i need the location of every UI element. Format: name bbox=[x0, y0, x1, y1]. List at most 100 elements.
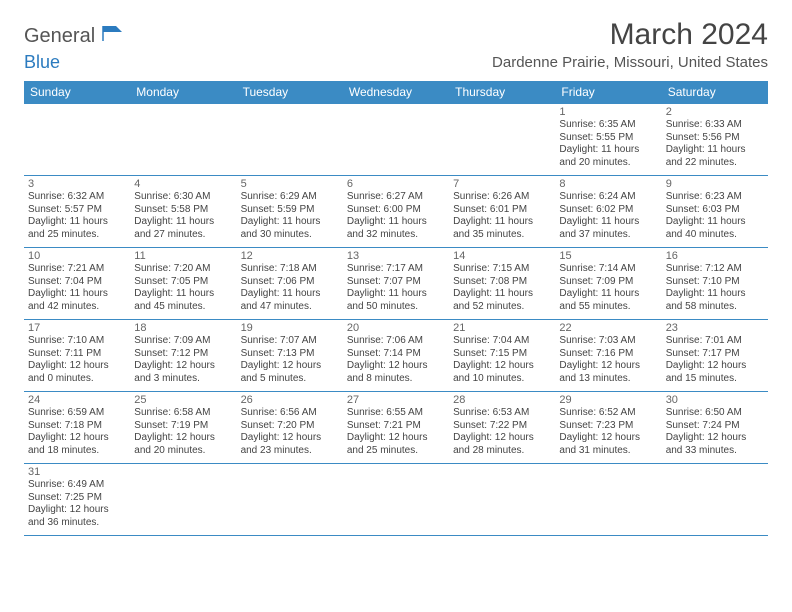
day-detail: Sunrise: 7:12 AM bbox=[666, 263, 764, 276]
day-detail: Daylight: 11 hours bbox=[347, 288, 445, 301]
day-detail: and 10 minutes. bbox=[453, 373, 551, 386]
day-number: 5 bbox=[241, 178, 339, 190]
day-detail: Sunset: 7:24 PM bbox=[666, 420, 764, 433]
logo-text-blue: Blue bbox=[24, 52, 124, 73]
day-number: 4 bbox=[134, 178, 232, 190]
calendar-cell bbox=[24, 104, 130, 176]
day-detail: and 32 minutes. bbox=[347, 229, 445, 242]
day-detail: Sunset: 7:17 PM bbox=[666, 348, 764, 361]
day-detail: Daylight: 12 hours bbox=[347, 432, 445, 445]
calendar-cell: 24Sunrise: 6:59 AMSunset: 7:18 PMDayligh… bbox=[24, 392, 130, 464]
day-detail: Sunrise: 6:29 AM bbox=[241, 191, 339, 204]
day-number: 22 bbox=[559, 322, 657, 334]
day-detail: Daylight: 11 hours bbox=[453, 288, 551, 301]
day-detail: Daylight: 12 hours bbox=[28, 432, 126, 445]
day-detail: and 25 minutes. bbox=[28, 229, 126, 242]
day-number: 26 bbox=[241, 394, 339, 406]
calendar-cell: 28Sunrise: 6:53 AMSunset: 7:22 PMDayligh… bbox=[449, 392, 555, 464]
day-number: 9 bbox=[666, 178, 764, 190]
day-detail: Sunrise: 6:23 AM bbox=[666, 191, 764, 204]
calendar-table: SundayMondayTuesdayWednesdayThursdayFrid… bbox=[24, 81, 768, 536]
day-number: 28 bbox=[453, 394, 551, 406]
day-number: 6 bbox=[347, 178, 445, 190]
day-detail: Daylight: 12 hours bbox=[453, 432, 551, 445]
calendar-cell: 23Sunrise: 7:01 AMSunset: 7:17 PMDayligh… bbox=[662, 320, 768, 392]
day-detail: Daylight: 12 hours bbox=[241, 432, 339, 445]
day-detail: Sunrise: 6:49 AM bbox=[28, 479, 126, 492]
calendar-cell bbox=[449, 464, 555, 536]
flag-icon bbox=[102, 24, 124, 47]
day-detail: Sunset: 5:55 PM bbox=[559, 132, 657, 145]
day-detail: and 20 minutes. bbox=[559, 157, 657, 170]
calendar-cell: 4Sunrise: 6:30 AMSunset: 5:58 PMDaylight… bbox=[130, 176, 236, 248]
day-detail: Sunrise: 7:03 AM bbox=[559, 335, 657, 348]
calendar-head: SundayMondayTuesdayWednesdayThursdayFrid… bbox=[24, 81, 768, 104]
day-detail: Sunrise: 7:01 AM bbox=[666, 335, 764, 348]
day-header: Thursday bbox=[449, 81, 555, 104]
day-detail: Sunrise: 6:24 AM bbox=[559, 191, 657, 204]
day-detail: Sunset: 5:58 PM bbox=[134, 204, 232, 217]
day-detail: Daylight: 11 hours bbox=[241, 288, 339, 301]
day-detail: Daylight: 11 hours bbox=[28, 216, 126, 229]
day-detail: Sunset: 7:12 PM bbox=[134, 348, 232, 361]
day-detail: Sunrise: 7:17 AM bbox=[347, 263, 445, 276]
calendar-cell: 12Sunrise: 7:18 AMSunset: 7:06 PMDayligh… bbox=[237, 248, 343, 320]
day-header: Wednesday bbox=[343, 81, 449, 104]
day-detail: Daylight: 11 hours bbox=[559, 216, 657, 229]
day-detail: Daylight: 12 hours bbox=[134, 432, 232, 445]
day-detail: Sunrise: 6:26 AM bbox=[453, 191, 551, 204]
day-detail: Sunset: 5:57 PM bbox=[28, 204, 126, 217]
day-detail: Sunset: 7:20 PM bbox=[241, 420, 339, 433]
day-detail: Daylight: 11 hours bbox=[347, 216, 445, 229]
day-detail: and 20 minutes. bbox=[134, 445, 232, 458]
day-detail: Daylight: 12 hours bbox=[559, 360, 657, 373]
day-detail: Sunrise: 6:53 AM bbox=[453, 407, 551, 420]
calendar-cell bbox=[130, 464, 236, 536]
day-detail: Sunrise: 7:06 AM bbox=[347, 335, 445, 348]
day-detail: Sunset: 7:07 PM bbox=[347, 276, 445, 289]
day-detail: Sunrise: 6:33 AM bbox=[666, 119, 764, 132]
calendar-cell: 5Sunrise: 6:29 AMSunset: 5:59 PMDaylight… bbox=[237, 176, 343, 248]
day-detail: Daylight: 11 hours bbox=[134, 288, 232, 301]
day-detail: and 27 minutes. bbox=[134, 229, 232, 242]
day-detail: Daylight: 12 hours bbox=[453, 360, 551, 373]
day-detail: and 18 minutes. bbox=[28, 445, 126, 458]
day-detail: Daylight: 12 hours bbox=[347, 360, 445, 373]
calendar-cell: 14Sunrise: 7:15 AMSunset: 7:08 PMDayligh… bbox=[449, 248, 555, 320]
title-block: March 2024 Dardenne Prairie, Missouri, U… bbox=[492, 18, 768, 71]
day-number: 24 bbox=[28, 394, 126, 406]
day-detail: Sunset: 7:25 PM bbox=[28, 492, 126, 505]
day-detail: and 15 minutes. bbox=[666, 373, 764, 386]
day-detail: Sunrise: 6:35 AM bbox=[559, 119, 657, 132]
day-number: 21 bbox=[453, 322, 551, 334]
day-detail: Sunrise: 6:58 AM bbox=[134, 407, 232, 420]
day-number: 18 bbox=[134, 322, 232, 334]
calendar-cell bbox=[343, 464, 449, 536]
day-detail: Sunset: 6:00 PM bbox=[347, 204, 445, 217]
calendar-cell: 13Sunrise: 7:17 AMSunset: 7:07 PMDayligh… bbox=[343, 248, 449, 320]
calendar-cell: 31Sunrise: 6:49 AMSunset: 7:25 PMDayligh… bbox=[24, 464, 130, 536]
day-number: 3 bbox=[28, 178, 126, 190]
day-detail: Sunrise: 6:30 AM bbox=[134, 191, 232, 204]
day-number: 16 bbox=[666, 250, 764, 262]
day-number: 25 bbox=[134, 394, 232, 406]
day-detail: Sunset: 7:05 PM bbox=[134, 276, 232, 289]
day-detail: Sunset: 5:56 PM bbox=[666, 132, 764, 145]
day-detail: and 25 minutes. bbox=[347, 445, 445, 458]
day-detail: Daylight: 11 hours bbox=[28, 288, 126, 301]
calendar-cell bbox=[662, 464, 768, 536]
calendar-cell: 2Sunrise: 6:33 AMSunset: 5:56 PMDaylight… bbox=[662, 104, 768, 176]
day-detail: and 31 minutes. bbox=[559, 445, 657, 458]
day-number: 31 bbox=[28, 466, 126, 478]
day-detail: Daylight: 11 hours bbox=[666, 216, 764, 229]
calendar-cell: 11Sunrise: 7:20 AMSunset: 7:05 PMDayligh… bbox=[130, 248, 236, 320]
calendar-cell bbox=[449, 104, 555, 176]
day-detail: and 33 minutes. bbox=[666, 445, 764, 458]
day-number: 19 bbox=[241, 322, 339, 334]
day-detail: and 5 minutes. bbox=[241, 373, 339, 386]
calendar-cell: 21Sunrise: 7:04 AMSunset: 7:15 PMDayligh… bbox=[449, 320, 555, 392]
day-detail: Sunrise: 6:27 AM bbox=[347, 191, 445, 204]
day-detail: Sunset: 7:19 PM bbox=[134, 420, 232, 433]
calendar-cell bbox=[343, 104, 449, 176]
day-detail: Sunrise: 7:15 AM bbox=[453, 263, 551, 276]
